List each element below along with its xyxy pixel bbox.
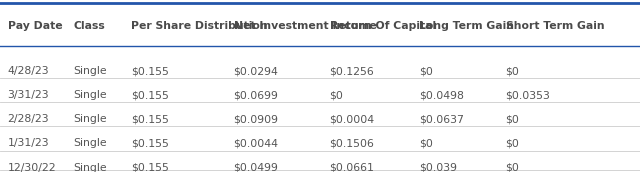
Text: Single: Single [74, 90, 108, 100]
Text: $0.155: $0.155 [131, 90, 169, 100]
Text: Short Term Gain: Short Term Gain [506, 21, 604, 31]
Text: Per Share Distribution: Per Share Distribution [131, 21, 268, 31]
Text: Class: Class [74, 21, 106, 31]
Text: Single: Single [74, 114, 108, 124]
Text: $0.1506: $0.1506 [330, 138, 374, 148]
Text: 2/28/23: 2/28/23 [8, 114, 49, 124]
Text: $0.155: $0.155 [131, 138, 169, 148]
Text: Long Term Gain: Long Term Gain [419, 21, 514, 31]
Text: Pay Date: Pay Date [8, 21, 62, 31]
Text: $0.0909: $0.0909 [234, 114, 278, 124]
Text: 12/30/22: 12/30/22 [8, 163, 56, 172]
Text: 4/28/23: 4/28/23 [8, 66, 49, 76]
Text: $0: $0 [330, 90, 344, 100]
Text: Net Investment Income: Net Investment Income [234, 21, 376, 31]
Text: $0.155: $0.155 [131, 114, 169, 124]
Text: $0: $0 [506, 138, 520, 148]
Text: Single: Single [74, 163, 108, 172]
Text: Return Of Capital: Return Of Capital [330, 21, 436, 31]
Text: $0: $0 [506, 163, 520, 172]
Text: $0.0699: $0.0699 [234, 90, 278, 100]
Text: $0.155: $0.155 [131, 163, 169, 172]
Text: 3/31/23: 3/31/23 [8, 90, 49, 100]
Text: $0.0637: $0.0637 [419, 114, 464, 124]
Text: $0.0353: $0.0353 [506, 90, 550, 100]
Text: $0.0498: $0.0498 [419, 90, 464, 100]
Text: $0.155: $0.155 [131, 66, 169, 76]
Text: $0.039: $0.039 [419, 163, 457, 172]
Text: Single: Single [74, 138, 108, 148]
Text: $0: $0 [419, 138, 433, 148]
Text: $0: $0 [419, 66, 433, 76]
Text: $0.0004: $0.0004 [330, 114, 375, 124]
Text: $0: $0 [506, 66, 520, 76]
Text: $0.0661: $0.0661 [330, 163, 374, 172]
Text: $0.0294: $0.0294 [234, 66, 278, 76]
Text: $0.1256: $0.1256 [330, 66, 374, 76]
Text: 1/31/23: 1/31/23 [8, 138, 49, 148]
Text: $0.0499: $0.0499 [234, 163, 278, 172]
Text: $0: $0 [506, 114, 520, 124]
Text: Single: Single [74, 66, 108, 76]
Text: $0.0044: $0.0044 [234, 138, 278, 148]
